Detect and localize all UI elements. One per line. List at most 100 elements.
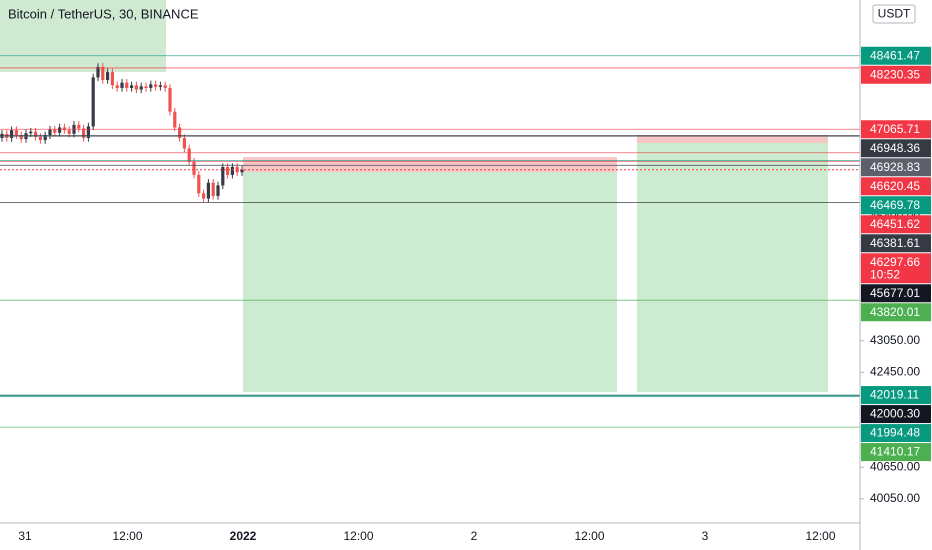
currency: USDT (878, 7, 911, 21)
candle-body (216, 185, 220, 196)
candle-body (173, 111, 177, 128)
candle-body (91, 77, 95, 127)
candle-body (86, 126, 90, 138)
candle-body (182, 137, 186, 149)
candle-body (67, 130, 71, 134)
candle-body (48, 129, 52, 136)
candle-body (19, 135, 23, 140)
price-label: 46928.83 (870, 160, 920, 174)
x-tick-label: 12:00 (112, 529, 142, 543)
candle-body (38, 136, 42, 141)
candle-body (202, 193, 206, 199)
candle-body (125, 82, 129, 88)
price-label: 46451.62 (870, 217, 920, 231)
candle-body (163, 85, 167, 88)
candle-body (187, 148, 191, 162)
candle-body (134, 85, 138, 90)
price-label-bg (861, 120, 931, 139)
countdown: 10:52 (870, 267, 900, 281)
candle-body (149, 84, 153, 88)
candle-body (106, 72, 110, 81)
candle-body (5, 133, 9, 138)
y-tick-label: 40650.00 (870, 459, 920, 473)
x-tick-label: 31 (18, 529, 32, 543)
candle-body (29, 131, 33, 134)
price-label-bg (861, 424, 931, 443)
candle-body (14, 130, 18, 136)
candle-body (192, 161, 196, 175)
candle-body (139, 86, 143, 90)
y-tick-label: 43050.00 (870, 333, 920, 347)
candle-body (206, 182, 210, 199)
candle-body (110, 72, 114, 86)
x-tick-label: 12:00 (805, 529, 835, 543)
candle-body (240, 169, 244, 173)
candle-body (53, 129, 57, 133)
candle-body (120, 82, 124, 88)
currency-badge[interactable] (872, 4, 916, 24)
candle-body (158, 85, 162, 87)
x-tick-label: 12:00 (574, 529, 604, 543)
stop-zone (637, 135, 828, 143)
candle-body (130, 85, 134, 88)
candle-body (10, 130, 14, 138)
price-label: 48230.35 (870, 67, 920, 81)
candle-body (82, 128, 86, 138)
candle-body (101, 66, 105, 81)
price-label-bg (861, 405, 931, 424)
price-label: 46297.66 (870, 255, 920, 269)
price-label-bg (861, 65, 931, 84)
candle-body (197, 174, 201, 194)
price-axis: 45400.0044600.0043050.0042450.0040650.00… (860, 46, 931, 505)
price-label-bg (861, 443, 931, 462)
price-label: 46381.61 (870, 236, 920, 250)
price-label-bg (861, 158, 931, 177)
price-label-bg (861, 234, 931, 253)
target-zone (637, 143, 828, 392)
price-label-bg (861, 386, 931, 405)
candle-body (168, 87, 172, 112)
price-label: 42000.30 (870, 407, 920, 421)
chart-title: Bitcoin / TetherUS, 30, BINANCE (8, 6, 199, 21)
price-label-bg (861, 196, 931, 215)
price-label: 43820.01 (870, 305, 920, 319)
candle-body (62, 127, 66, 131)
target-zone (243, 172, 617, 392)
price-label-bg (861, 139, 931, 158)
price-label-bg (861, 303, 931, 322)
price-label-bg (861, 253, 931, 284)
x-tick-label: 2 (471, 529, 478, 543)
price-label-bg (861, 177, 931, 196)
price-label: 45677.01 (870, 286, 920, 300)
candle-body (221, 166, 225, 186)
candle-body (43, 135, 47, 141)
candle-body (226, 166, 230, 175)
y-tick-label: 40050.00 (870, 491, 920, 505)
candle-body (34, 131, 38, 137)
price-label: 46948.36 (870, 141, 920, 155)
candle-body (144, 86, 148, 88)
candle-body (211, 182, 215, 196)
candle-body (58, 127, 62, 133)
price-label-bg (861, 284, 931, 303)
plot (0, 55, 860, 428)
price-label: 46469.78 (870, 198, 920, 212)
price-label-bg (861, 46, 931, 65)
candle-body (0, 133, 4, 138)
price-label-bg (861, 215, 931, 234)
price-label: 48461.47 (870, 48, 920, 62)
x-tick-label: 12:00 (343, 529, 373, 543)
candle-body (154, 84, 158, 87)
candle-body (96, 66, 100, 78)
candle-body (178, 127, 182, 138)
position-box (0, 0, 166, 72)
price-label: 46620.45 (870, 179, 920, 193)
x-tick-label: 2022 (230, 529, 257, 543)
y-tick-label: 42450.00 (870, 365, 920, 379)
candle-body (115, 85, 119, 88)
candle-body (230, 166, 234, 175)
price-label: 41994.48 (870, 426, 920, 440)
price-label: 42019.11 (870, 388, 919, 402)
candle-body (77, 124, 81, 129)
